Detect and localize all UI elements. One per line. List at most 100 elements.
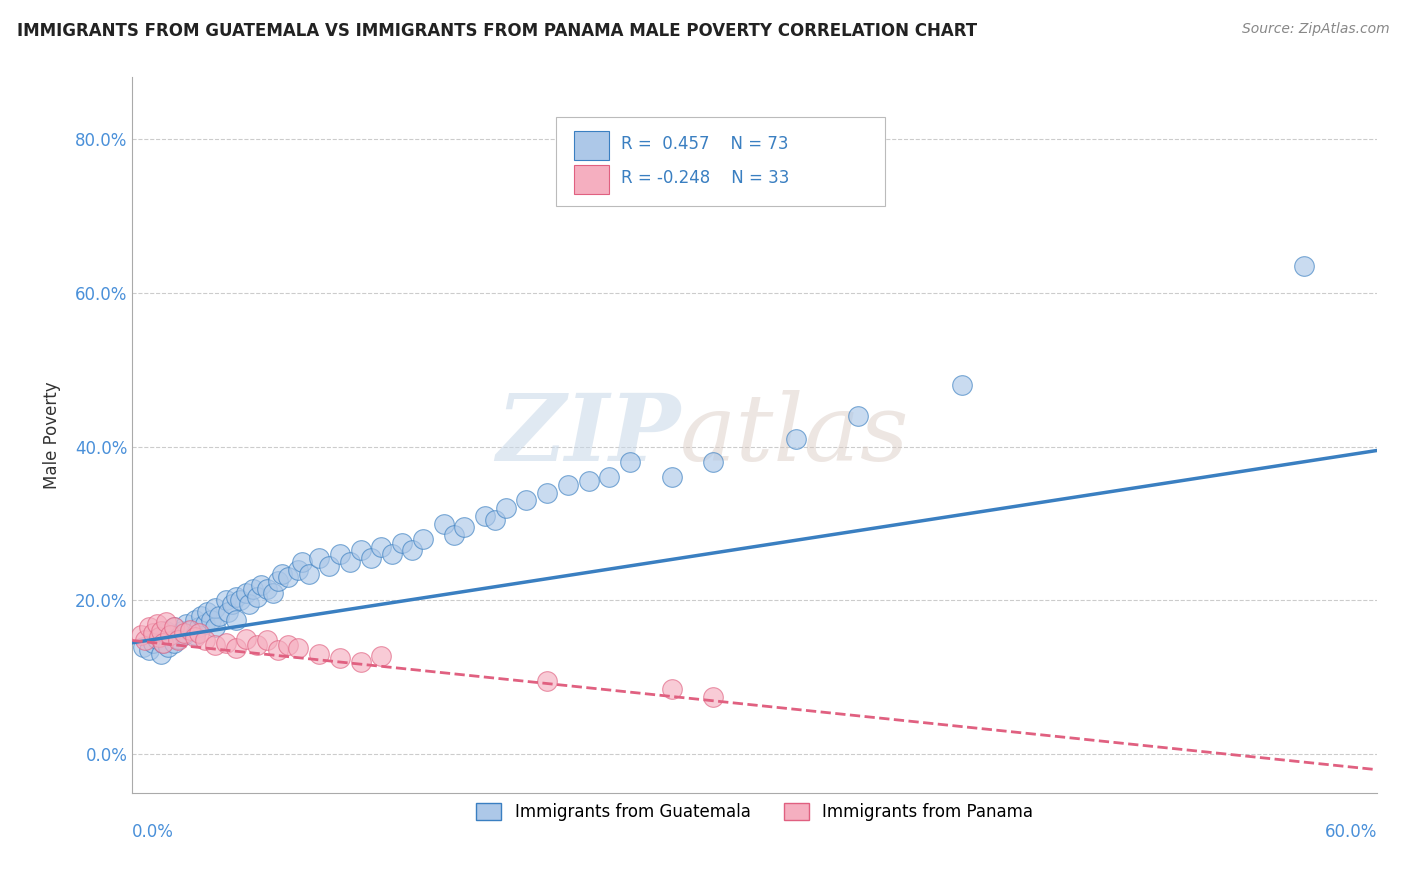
Point — [277, 570, 299, 584]
Point — [142, 625, 165, 640]
Point — [187, 620, 209, 634]
Point — [256, 582, 278, 596]
Point — [229, 593, 252, 607]
Point — [256, 633, 278, 648]
Point — [138, 620, 160, 634]
Text: Source: ZipAtlas.com: Source: ZipAtlas.com — [1241, 22, 1389, 37]
Point — [225, 590, 247, 604]
Point — [536, 674, 558, 689]
Y-axis label: Male Poverty: Male Poverty — [44, 381, 60, 489]
Point — [155, 615, 177, 629]
Point — [155, 624, 177, 639]
Point — [172, 624, 194, 639]
Point — [308, 551, 330, 566]
Text: 60.0%: 60.0% — [1324, 823, 1376, 841]
Point — [242, 582, 264, 596]
Point — [167, 632, 190, 646]
Point — [329, 651, 352, 665]
Point — [329, 547, 352, 561]
Point — [148, 631, 170, 645]
Point — [194, 616, 217, 631]
Point — [474, 508, 496, 523]
Point — [702, 690, 724, 704]
Point — [401, 543, 423, 558]
Point — [370, 648, 392, 663]
Point — [183, 613, 205, 627]
Point — [150, 624, 173, 639]
Point — [225, 641, 247, 656]
Point — [215, 636, 238, 650]
Text: IMMIGRANTS FROM GUATEMALA VS IMMIGRANTS FROM PANAMA MALE POVERTY CORRELATION CHA: IMMIGRANTS FROM GUATEMALA VS IMMIGRANTS … — [17, 22, 977, 40]
Point — [204, 601, 226, 615]
Point — [1294, 259, 1316, 273]
Point — [262, 586, 284, 600]
Point — [318, 558, 340, 573]
Point — [163, 620, 186, 634]
Point — [349, 543, 371, 558]
Point — [204, 620, 226, 634]
Point — [578, 475, 600, 489]
Point — [598, 470, 620, 484]
Point — [443, 528, 465, 542]
Point — [194, 633, 217, 648]
Point — [146, 616, 169, 631]
Point — [484, 513, 506, 527]
Text: 0.0%: 0.0% — [132, 823, 174, 841]
Point — [163, 636, 186, 650]
Point — [195, 605, 218, 619]
Point — [217, 605, 239, 619]
Point — [287, 641, 309, 656]
Point — [204, 638, 226, 652]
Point — [291, 555, 314, 569]
Point — [339, 555, 361, 569]
Point — [187, 625, 209, 640]
Point — [950, 378, 973, 392]
Point — [349, 655, 371, 669]
Point — [308, 648, 330, 662]
Point — [266, 643, 288, 657]
Point — [190, 608, 212, 623]
Point — [453, 520, 475, 534]
Point — [183, 628, 205, 642]
Point — [661, 681, 683, 696]
Point — [142, 636, 165, 650]
Point — [661, 470, 683, 484]
Point — [702, 455, 724, 469]
Point — [152, 636, 174, 650]
Point — [138, 643, 160, 657]
Point — [159, 628, 181, 642]
Point — [179, 624, 201, 639]
Bar — [574, 165, 609, 194]
Point — [179, 623, 201, 637]
Point — [163, 620, 186, 634]
Point — [132, 640, 155, 654]
Point — [848, 409, 870, 423]
Point — [277, 638, 299, 652]
Legend: Immigrants from Guatemala, Immigrants from Panama: Immigrants from Guatemala, Immigrants fr… — [470, 796, 1040, 828]
Point — [183, 631, 205, 645]
Point — [785, 432, 807, 446]
Point — [515, 493, 537, 508]
Point — [235, 632, 257, 646]
Point — [150, 648, 173, 662]
Point — [266, 574, 288, 589]
Point — [156, 640, 179, 654]
Point — [146, 632, 169, 646]
Point — [381, 547, 404, 561]
Point — [129, 628, 152, 642]
Point — [536, 485, 558, 500]
Text: R =  0.457    N = 73: R = 0.457 N = 73 — [621, 135, 789, 153]
Point — [238, 597, 260, 611]
Point — [619, 455, 641, 469]
Text: atlas: atlas — [681, 390, 910, 480]
Point — [221, 597, 243, 611]
Point — [167, 633, 190, 648]
Point — [176, 616, 198, 631]
Text: ZIP: ZIP — [496, 390, 681, 480]
Point — [287, 563, 309, 577]
Point — [391, 536, 413, 550]
Point — [298, 566, 321, 581]
Point — [360, 551, 382, 566]
Point — [235, 586, 257, 600]
Point — [215, 593, 238, 607]
